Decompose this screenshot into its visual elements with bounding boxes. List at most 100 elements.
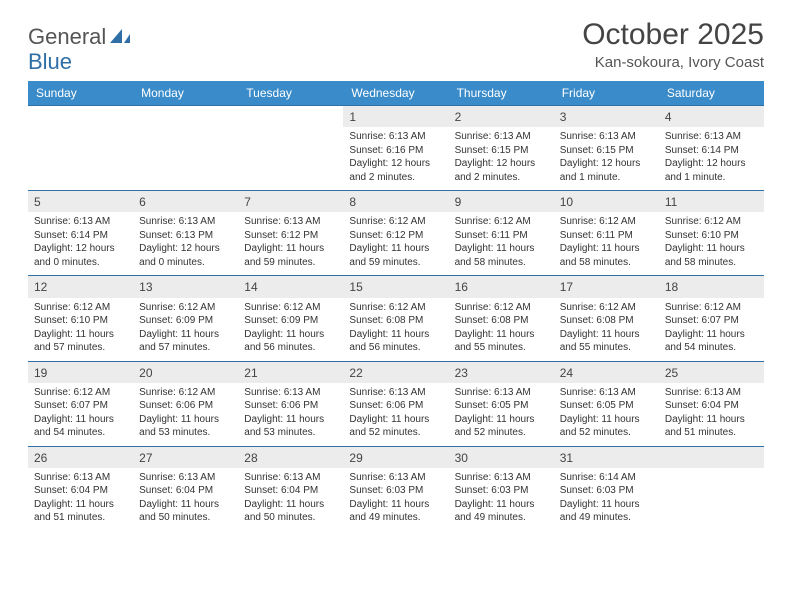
sunset-line: Sunset: 6:08 PM [455,314,548,328]
sunrise-line: Sunrise: 6:12 AM [34,301,127,315]
day-number: 31 [554,447,659,468]
calendar-cell: 4Sunrise: 6:13 AMSunset: 6:14 PMDaylight… [659,105,764,190]
sunset-line: Sunset: 6:04 PM [665,399,758,413]
sunrise-line: Sunrise: 6:13 AM [139,471,232,485]
daylight-line: Daylight: 11 hours and 56 minutes. [244,328,337,355]
calendar-cell: 21Sunrise: 6:13 AMSunset: 6:06 PMDayligh… [238,361,343,446]
daylight-line: Daylight: 11 hours and 50 minutes. [139,498,232,525]
sunset-line: Sunset: 6:10 PM [665,229,758,243]
calendar-cell: 19 Sunrise: 6:12 AMSunset: 6:07 PMDayligh… [28,361,133,446]
brand-part1: General [28,24,106,50]
daylight-line: Daylight: 11 hours and 58 minutes. [560,242,653,269]
daylight-line: Daylight: 11 hours and 51 minutes. [665,413,758,440]
day-info: Sunrise: 6:13 AMSunset: 6:04 PMDaylight:… [34,471,127,525]
sunset-line: Sunset: 6:03 PM [455,484,548,498]
sunset-line: Sunset: 6:11 PM [455,229,548,243]
daylight-line: Daylight: 12 hours and 2 minutes. [349,157,442,184]
day-number: 22 [343,362,448,383]
day-number: 20 [133,362,238,383]
day-info: Sunrise: 6:13 AMSunset: 6:15 PMDaylight:… [455,130,548,184]
day-info: Sunrise: 6:12 AMSunset: 6:07 PMDaylight:… [34,386,127,440]
day-number: 1 [343,106,448,127]
day-info: Sunrise: 6:13 AMSunset: 6:03 PMDaylight:… [455,471,548,525]
sunset-line: Sunset: 6:14 PM [34,229,127,243]
sunrise-line: Sunrise: 6:12 AM [139,301,232,315]
day-info: Sunrise: 6:13 AMSunset: 6:16 PMDaylight:… [349,130,442,184]
day-info: Sunrise: 6:12 AMSunset: 6:11 PMDaylight:… [455,215,548,269]
sunset-line: Sunset: 6:08 PM [560,314,653,328]
day-info: Sunrise: 6:13 AMSunset: 6:14 PMDaylight:… [665,130,758,184]
day-number: 6 [133,191,238,212]
sunset-line: Sunset: 6:14 PM [665,144,758,158]
calendar-cell: 16Sunrise: 6:12 AMSunset: 6:08 PMDayligh… [449,275,554,360]
day-info: Sunrise: 6:13 AMSunset: 6:03 PMDaylight:… [349,471,442,525]
day-info: Sunrise: 6:12 AMSunset: 6:10 PMDaylight:… [665,215,758,269]
calendar-cell [238,105,343,190]
weekday-header: Tuesday [238,81,343,105]
day-info: Sunrise: 6:13 AMSunset: 6:12 PMDaylight:… [244,215,337,269]
day-number: 15 [343,276,448,297]
weekday-header: Sunday [28,81,133,105]
sunset-line: Sunset: 6:07 PM [665,314,758,328]
location-subtitle: Kan-sokoura, Ivory Coast [582,54,764,71]
sunrise-line: Sunrise: 6:13 AM [665,130,758,144]
sunset-line: Sunset: 6:04 PM [244,484,337,498]
sunrise-line: Sunrise: 6:12 AM [665,301,758,315]
calendar-cell: 12Sunrise: 6:12 AMSunset: 6:10 PMDayligh… [28,275,133,360]
sunrise-line: Sunrise: 6:13 AM [455,130,548,144]
calendar-cell: 3Sunrise: 6:13 AMSunset: 6:15 PMDaylight… [554,105,659,190]
daylight-line: Daylight: 11 hours and 49 minutes. [560,498,653,525]
sunset-line: Sunset: 6:16 PM [349,144,442,158]
calendar-cell: 29Sunrise: 6:13 AMSunset: 6:03 PMDayligh… [343,446,448,531]
day-number: 19 [28,362,133,383]
sunrise-line: Sunrise: 6:12 AM [560,301,653,315]
daylight-line: Daylight: 12 hours and 0 minutes. [139,242,232,269]
sunrise-line: Sunrise: 6:13 AM [34,215,127,229]
calendar-cell: 2Sunrise: 6:13 AMSunset: 6:15 PMDaylight… [449,105,554,190]
sunset-line: Sunset: 6:12 PM [244,229,337,243]
day-number: 17 [554,276,659,297]
sunset-line: Sunset: 6:15 PM [455,144,548,158]
day-number: 23 [449,362,554,383]
calendar-cell [133,105,238,190]
day-info: Sunrise: 6:12 AMSunset: 6:11 PMDaylight:… [560,215,653,269]
day-number: 7 [238,191,343,212]
sunrise-line: Sunrise: 6:13 AM [349,386,442,400]
daylight-line: Daylight: 11 hours and 49 minutes. [455,498,548,525]
day-number: 10 [554,191,659,212]
sunset-line: Sunset: 6:09 PM [139,314,232,328]
daylight-line: Daylight: 11 hours and 53 minutes. [244,413,337,440]
sunrise-line: Sunrise: 6:12 AM [349,301,442,315]
sunrise-line: Sunrise: 6:12 AM [349,215,442,229]
daylight-line: Daylight: 11 hours and 58 minutes. [455,242,548,269]
calendar-cell: 10 Sunrise: 6:12 AMSunset: 6:11 PMDayligh… [554,190,659,275]
calendar-cell: 31Sunrise: 6:14 AMSunset: 6:03 PMDayligh… [554,446,659,531]
daylight-line: Daylight: 12 hours and 0 minutes. [34,242,127,269]
calendar-cell: 6Sunrise: 6:13 AMSunset: 6:13 PMDaylight… [133,190,238,275]
day-number: 14 [238,276,343,297]
brand-logo: General [28,24,134,50]
day-number: 21 [238,362,343,383]
calendar-cell: 25Sunrise: 6:13 AMSunset: 6:04 PMDayligh… [659,361,764,446]
sunrise-line: Sunrise: 6:13 AM [455,471,548,485]
day-number: 11 [659,191,764,212]
daylight-line: Daylight: 11 hours and 52 minutes. [455,413,548,440]
calendar-cell: 30 Sunrise: 6:13 AMSunset: 6:03 PMDayligh… [449,446,554,531]
sunset-line: Sunset: 6:09 PM [244,314,337,328]
daylight-line: Daylight: 11 hours and 56 minutes. [349,328,442,355]
sunrise-line: Sunrise: 6:14 AM [560,471,653,485]
day-number: 30 [449,447,554,468]
sunrise-line: Sunrise: 6:13 AM [560,386,653,400]
sunset-line: Sunset: 6:11 PM [560,229,653,243]
day-number: 5 [28,191,133,212]
weekday-header: Saturday [659,81,764,105]
daylight-line: Daylight: 11 hours and 59 minutes. [244,242,337,269]
calendar-cell: 1 Sunrise: 6:13 AMSunset: 6:16 PMDaylight… [343,105,448,190]
sunrise-line: Sunrise: 6:13 AM [665,386,758,400]
sunrise-line: Sunrise: 6:13 AM [139,215,232,229]
sunrise-line: Sunrise: 6:13 AM [244,386,337,400]
day-number-empty [659,447,764,468]
weekday-header: Monday [133,81,238,105]
sunset-line: Sunset: 6:04 PM [139,484,232,498]
sunrise-line: Sunrise: 6:13 AM [34,471,127,485]
